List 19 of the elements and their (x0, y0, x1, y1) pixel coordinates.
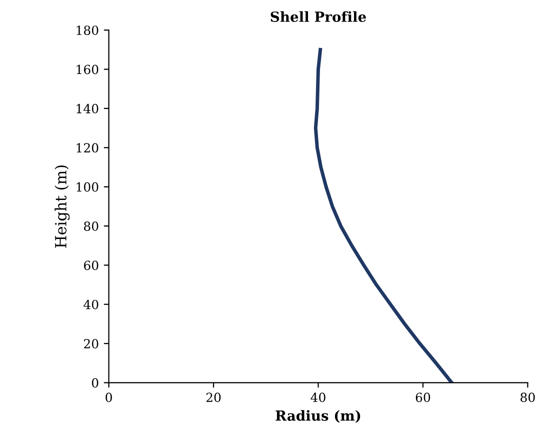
line-series (314, 48, 454, 383)
y-tick-label: 120 (76, 143, 98, 153)
y-tick-label: 80 (84, 221, 98, 231)
chart-title: Shell Profile (270, 11, 366, 22)
x-axis-title: Radius (m) (276, 410, 360, 423)
x-tick-label: 20 (206, 392, 221, 402)
x-tick-label: 80 (520, 392, 535, 402)
x-tick-label: 60 (416, 392, 430, 402)
y-tick-label: 180 (76, 26, 98, 36)
y-tick-label: 100 (76, 182, 98, 192)
y-axis-title: Height (m) (54, 165, 70, 248)
y-tick-label: 140 (76, 104, 98, 114)
x-tick-label: 40 (310, 392, 326, 402)
y-tick-label: 20 (84, 338, 98, 348)
y-tick-label: 0 (92, 378, 98, 388)
y-tick-label: 40 (84, 300, 98, 310)
y-tick-label: 60 (84, 260, 98, 270)
x-tick-label: 0 (106, 392, 112, 402)
y-tick-label: 160 (76, 64, 98, 74)
